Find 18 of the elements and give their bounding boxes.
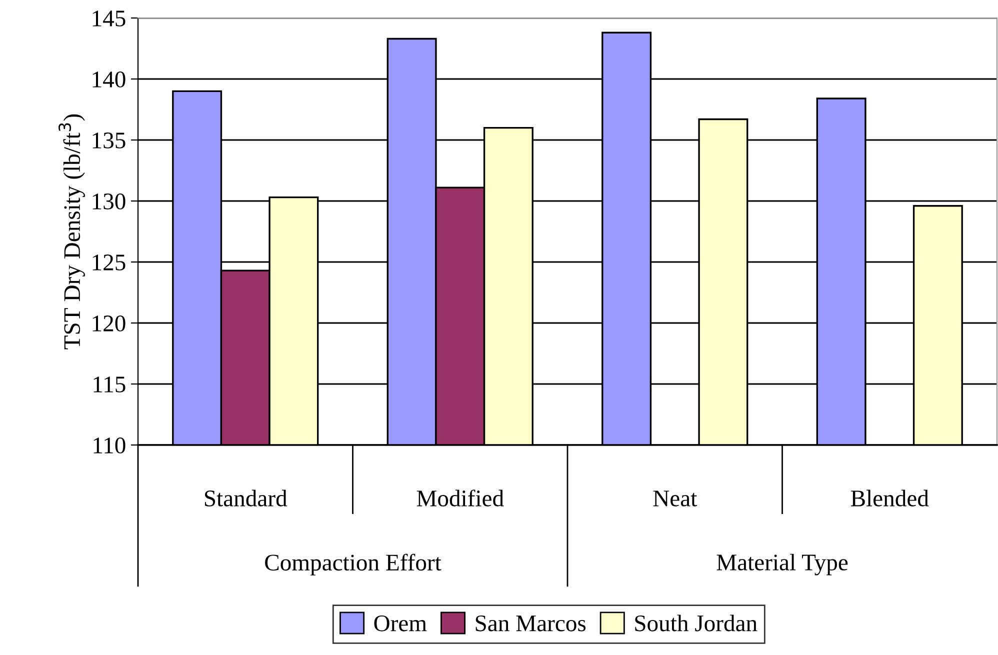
y-tick-label: 140 (92, 71, 126, 88)
text: Material Type (716, 554, 848, 576)
legend-label: Orem (374, 615, 427, 632)
y-tick-label: 115 (94, 376, 126, 392)
y-tick-label: 145 (92, 10, 126, 26)
y-tick-label: 130 (92, 193, 126, 210)
legend-label: San Marcos (476, 615, 586, 632)
y-tick-label: 135 (92, 132, 126, 148)
legend-label: South Jordan (635, 614, 758, 632)
y-tick-label: 125 (92, 254, 126, 270)
y-tick-label: 120 (92, 315, 126, 332)
x-tick-label: Neat (653, 490, 698, 506)
x-tick-label: Standard (204, 490, 288, 506)
text: Compaction Effort (265, 554, 442, 576)
x-tick-label: Blended (850, 490, 929, 506)
y-axis-title: TST Dry Density (lb/ft$^{3}$) (58, 114, 85, 350)
y-tick-label: 110 (94, 437, 126, 454)
x-tick-label: Modified (416, 490, 504, 506)
